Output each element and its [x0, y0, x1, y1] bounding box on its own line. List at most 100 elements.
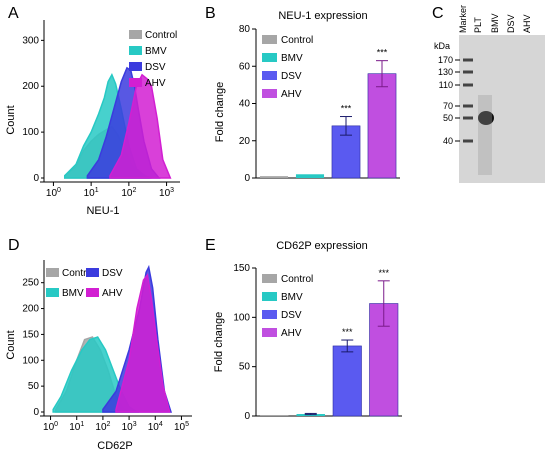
series-ahv-area — [115, 273, 171, 413]
legend-label-dsv: DSV — [145, 62, 166, 73]
y-tick-label: 100 — [22, 127, 39, 138]
ladder-band-110 — [463, 83, 473, 87]
x-tick-label: 101 — [69, 421, 84, 433]
d-ylabel: Count — [5, 330, 17, 359]
legend-swatch-control — [262, 35, 277, 44]
x-tick-label: 100 — [46, 187, 61, 199]
legend-swatch-control — [46, 268, 59, 277]
b-plot-area: 0 20 40 60 80 *** *** Control BMV DSV AHV — [239, 24, 400, 184]
a-xlabel: NEU-1 — [86, 205, 119, 217]
y-tick-label: 40 — [239, 99, 251, 110]
legend-swatch-ahv — [262, 89, 277, 98]
x-tick-label: 103 — [159, 187, 174, 199]
y-tick-label: 20 — [239, 136, 251, 147]
y-tick-label: 100 — [233, 312, 250, 323]
e-ylabel: Fold change — [213, 312, 225, 373]
x-tick-label: 100 — [43, 421, 58, 433]
panel-label-c: C — [432, 5, 444, 22]
significance-label-dsv: *** — [341, 104, 352, 114]
ladder-band-130 — [463, 70, 473, 74]
panel-a-histogram: Count NEU-1 0 100 200 300 100 101 102 103 Contro… — [5, 20, 180, 217]
c-blot-area: Marker PLT BMV DSV AHV 170 130 110 70 50 40 — [438, 5, 545, 183]
legend-label-control: Control — [281, 274, 313, 285]
ladder-band-40 — [463, 139, 473, 143]
x-tick-label: 103 — [122, 421, 137, 433]
a-plot-area: 0 100 200 300 100 101 102 103 Control BMV DSV AHV — [22, 20, 180, 199]
e-plot-area: 0 50 100 150 *** *** Control BMV DSV AHV — [233, 263, 402, 422]
marker-label-130: 130 — [438, 67, 453, 77]
y-tick-label: 0 — [33, 407, 39, 418]
legend-label-dsv: DSV — [102, 268, 123, 279]
bar-ahv — [367, 73, 397, 179]
bar-control — [260, 415, 289, 416]
marker-label-50: 50 — [443, 113, 453, 123]
b-title: NEU-1 expression — [278, 10, 367, 22]
legend-label-control: Control — [62, 268, 94, 279]
legend-label-ahv: AHV — [281, 89, 302, 100]
panel-label-e: E — [205, 237, 216, 254]
c-unit-label: kDa — [434, 41, 450, 51]
y-tick-label: 150 — [22, 329, 39, 340]
legend-label-bmv: BMV — [62, 288, 84, 299]
legend-swatch-control — [262, 274, 277, 283]
d-plot-area: 0 50 100 150 200 250 100 101 102 103 104 105 Control… — [22, 260, 192, 433]
legend-swatch-control — [129, 30, 142, 39]
d-xlabel: CD62P — [97, 440, 132, 452]
plt-lane-smear — [478, 95, 492, 175]
y-tick-label: 200 — [22, 81, 39, 92]
panel-label-d: D — [8, 237, 20, 254]
y-tick-label: 0 — [244, 411, 250, 422]
y-tick-label: 50 — [239, 362, 251, 373]
legend-swatch-ahv — [86, 288, 99, 297]
ladder-band-70 — [463, 104, 473, 108]
marker-label-110: 110 — [439, 80, 453, 90]
ladder-band-50 — [463, 116, 473, 120]
x-tick-label: 105 — [174, 421, 189, 433]
marker-label-40: 40 — [443, 136, 453, 146]
legend-label-bmv: BMV — [281, 292, 303, 303]
lane-label-dsv: DSV — [506, 14, 516, 33]
x-tick-label: 101 — [84, 187, 99, 199]
legend-swatch-dsv — [262, 310, 277, 319]
x-tick-label: 104 — [148, 421, 163, 433]
significance-label-ahv: *** — [377, 48, 388, 58]
a-ylabel: Count — [5, 105, 17, 134]
significance-label-ahv: *** — [378, 268, 389, 278]
y-tick-label: 80 — [239, 24, 251, 35]
bar-bmv — [295, 174, 325, 178]
legend-swatch-bmv — [129, 46, 142, 55]
y-tick-label: 60 — [239, 61, 251, 72]
x-tick-label: 102 — [95, 421, 110, 433]
bar-dsv — [332, 345, 362, 417]
y-tick-label: 300 — [22, 35, 39, 46]
series-ahv-area — [109, 73, 172, 179]
y-tick-label: 100 — [22, 355, 39, 366]
bar-control — [259, 176, 289, 178]
legend-swatch-dsv — [262, 71, 277, 80]
legend-swatch-bmv — [262, 292, 277, 301]
lane-label-marker: Marker — [458, 5, 468, 33]
significance-label-dsv: *** — [342, 327, 353, 337]
panel-label-b: B — [205, 5, 216, 22]
blot-membrane — [459, 35, 545, 183]
marker-label-170: 170 — [438, 55, 453, 65]
y-tick-label: 50 — [28, 381, 40, 392]
legend-swatch-dsv — [129, 62, 142, 71]
legend-label-ahv: AHV — [281, 328, 302, 339]
legend-swatch-dsv — [86, 268, 99, 277]
legend-label-ahv: AHV — [102, 288, 123, 299]
legend-label-control: Control — [281, 35, 313, 46]
ladder-band-170 — [463, 58, 473, 62]
panel-b-bar-chart: NEU-1 expression Fold change 0 20 40 60 80 **… — [214, 10, 400, 184]
lane-label-ahv: AHV — [522, 14, 532, 33]
panel-e-bar-chart: CD62P expression Fold change 0 50 100 150 **… — [213, 240, 402, 422]
y-tick-label: 150 — [233, 263, 250, 274]
y-tick-label: 0 — [244, 173, 250, 184]
legend-label-control: Control — [145, 30, 177, 41]
y-tick-label: 0 — [33, 173, 39, 184]
y-tick-label: 200 — [22, 304, 39, 315]
panel-c-western-blot: kDa Marker PLT BMV DSV AHV 170 130 110 70 50 40 — [434, 5, 545, 183]
legend-label-dsv: DSV — [281, 310, 302, 321]
plt-band — [478, 111, 494, 125]
